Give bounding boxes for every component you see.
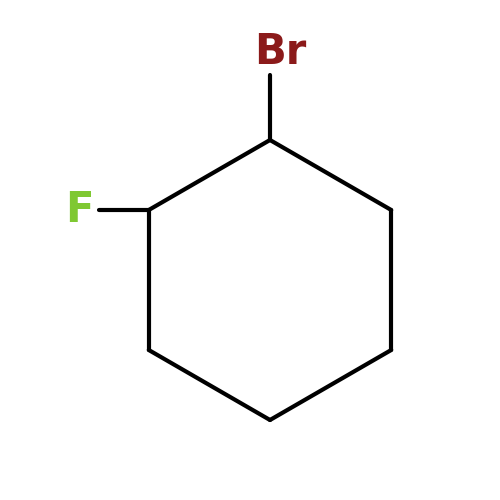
Text: F: F (66, 189, 94, 231)
Text: Br: Br (254, 30, 306, 72)
